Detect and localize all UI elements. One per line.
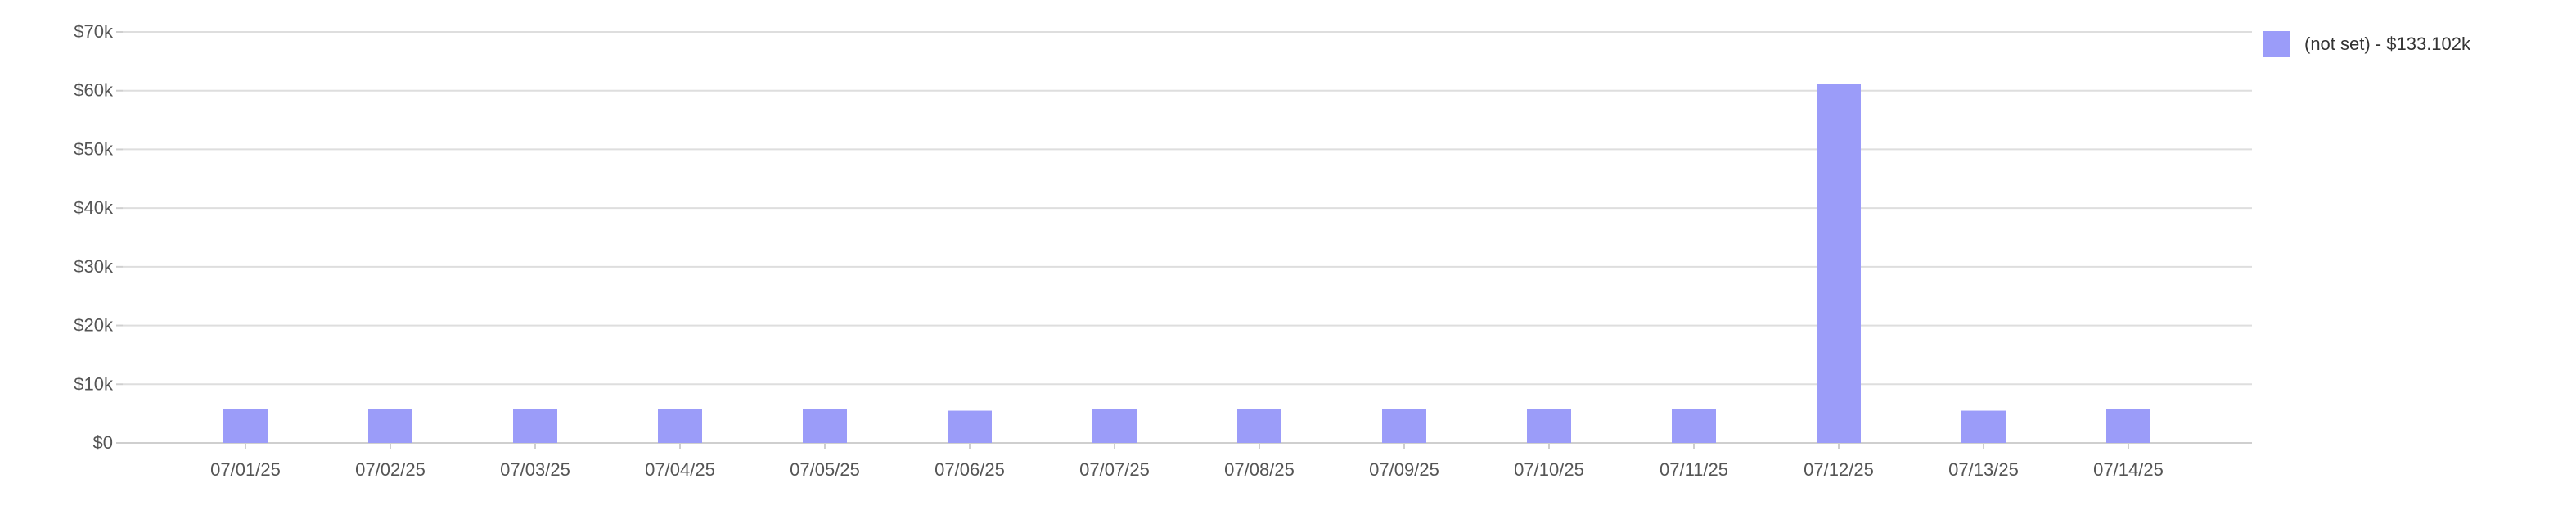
bar[interactable]: [1817, 84, 1861, 443]
bar[interactable]: [1527, 409, 1571, 443]
y-tick-label: $20k: [74, 315, 114, 336]
x-tick-label: 07/08/25: [1224, 459, 1295, 480]
bar[interactable]: [803, 409, 847, 443]
bar[interactable]: [1382, 409, 1426, 443]
x-tick-label: 07/02/25: [355, 459, 426, 480]
bar[interactable]: [368, 409, 412, 443]
bar[interactable]: [948, 410, 992, 443]
legend-swatch: [2263, 31, 2290, 57]
bar[interactable]: [1961, 410, 2006, 443]
bar[interactable]: [513, 409, 557, 443]
x-tick-label: 07/05/25: [790, 459, 860, 480]
x-tick-label: 07/11/25: [1660, 459, 1728, 480]
bar[interactable]: [658, 409, 702, 443]
bar[interactable]: [1672, 409, 1716, 443]
x-tick-label: 07/06/25: [934, 459, 1005, 480]
x-tick-label: 07/12/25: [1804, 459, 1874, 480]
y-tick-label: $60k: [74, 80, 114, 101]
x-tick-label: 07/01/25: [210, 459, 281, 480]
x-tick-label: 07/14/25: [2093, 459, 2164, 480]
x-tick-label: 07/04/25: [645, 459, 715, 480]
y-tick-label: $50k: [74, 138, 114, 159]
bar[interactable]: [2106, 409, 2150, 443]
y-tick-label: $30k: [74, 256, 114, 277]
bar[interactable]: [223, 409, 268, 443]
x-tick-label: 07/10/25: [1514, 459, 1584, 480]
y-tick-label: $70k: [74, 21, 114, 42]
legend[interactable]: (not set) - $133.102k: [2263, 31, 2470, 57]
bar[interactable]: [1092, 409, 1137, 443]
x-tick-label: 07/13/25: [1948, 459, 2019, 480]
bar[interactable]: [1237, 409, 1281, 443]
legend-label: (not set) - $133.102k: [2304, 34, 2471, 54]
x-tick-label: 07/09/25: [1369, 459, 1439, 480]
x-tick-label: 07/03/25: [500, 459, 570, 480]
y-tick-label: $10k: [74, 373, 114, 394]
x-tick-label: 07/07/25: [1079, 459, 1150, 480]
y-tick-label: $40k: [74, 197, 114, 218]
y-tick-label: $0: [93, 432, 113, 453]
